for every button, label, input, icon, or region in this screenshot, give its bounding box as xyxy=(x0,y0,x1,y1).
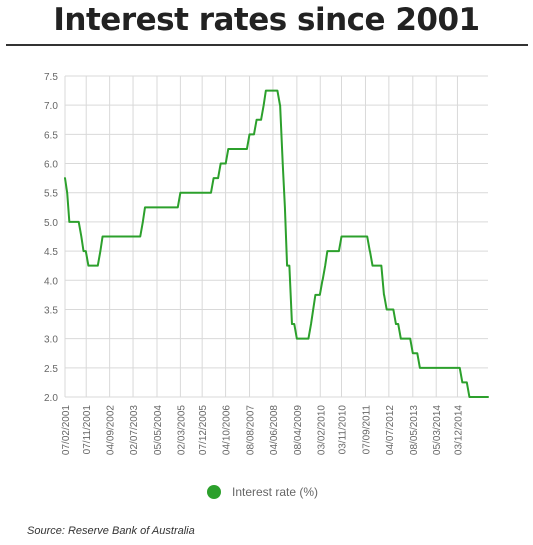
x-tick-label: 04/09/2002 xyxy=(106,405,117,455)
title-divider xyxy=(6,44,528,46)
x-tick-label: 05/05/2004 xyxy=(153,405,164,455)
x-tick-label: 02/03/2005 xyxy=(176,405,187,455)
y-tick-label: 7.0 xyxy=(44,101,58,112)
y-tick-label: 4.5 xyxy=(44,247,58,258)
x-tick-label: 04/06/2008 xyxy=(269,405,280,455)
y-tick-label: 6.0 xyxy=(44,160,58,171)
chart-title: Interest rates since 2001 xyxy=(53,2,480,38)
x-tick-label: 07/09/2011 xyxy=(361,405,372,455)
x-tick-label: 03/11/2010 xyxy=(338,405,349,455)
x-tick-label: 07/12/2005 xyxy=(198,405,209,455)
y-tick-label: 2.5 xyxy=(44,364,58,375)
x-tick-label: 03/12/2014 xyxy=(453,405,464,455)
legend-marker xyxy=(207,485,221,499)
x-tick-label: 02/07/2003 xyxy=(129,405,140,455)
x-tick-label: 03/02/2010 xyxy=(316,405,327,455)
source-note: Source: Reserve Bank of Australia xyxy=(27,525,195,537)
x-tick-label: 08/08/2007 xyxy=(246,405,257,455)
y-tick-label: 5.0 xyxy=(44,218,58,229)
y-tick-label: 5.5 xyxy=(44,189,58,200)
y-tick-label: 7.5 xyxy=(44,72,58,83)
line-chart: 2.0 2.5 3.0 3.5 4.0 4.5 5.0 5.5 6.0 6.5 7.0 7.5 07/0… xyxy=(44,72,489,499)
interest-rate-line xyxy=(64,89,489,398)
legend-label: Interest rate (%) xyxy=(232,485,318,499)
y-tick-label: 4.0 xyxy=(44,276,58,287)
x-tick-label: 07/11/2001 xyxy=(82,405,93,455)
x-tick-label: 05/03/2014 xyxy=(432,405,443,455)
x-tick-label: 04/07/2012 xyxy=(385,405,396,455)
x-tick-label: 08/04/2009 xyxy=(293,405,304,455)
y-tick-label: 2.0 xyxy=(44,393,58,404)
x-tick-label: 04/10/2006 xyxy=(222,405,233,455)
x-tick-label: 08/05/2013 xyxy=(409,405,420,455)
y-tick-label: 3.0 xyxy=(44,335,58,346)
y-tick-label: 3.5 xyxy=(44,305,58,316)
x-tick-label: 07/02/2001 xyxy=(61,405,72,455)
y-tick-label: 6.5 xyxy=(44,130,58,141)
